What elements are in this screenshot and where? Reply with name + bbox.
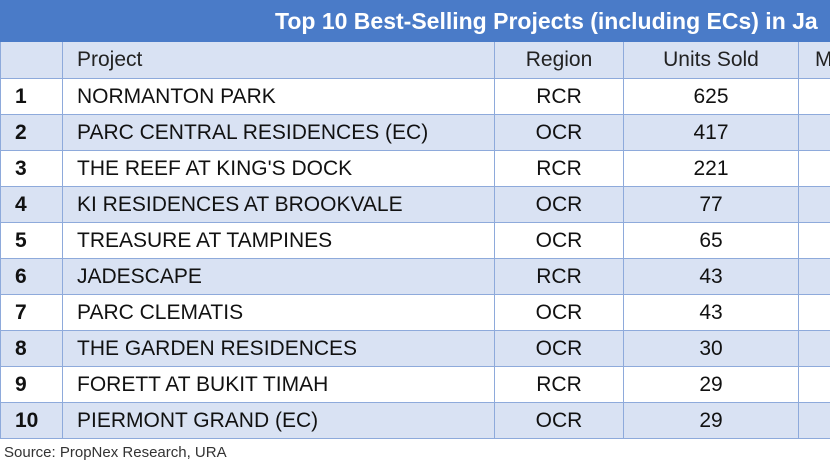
rank-cell: 6 (0, 258, 63, 295)
table-row: 2 PARC CENTRAL RESIDENCES (EC) OCR 417 (0, 114, 830, 151)
region-cell: RCR (494, 258, 624, 295)
project-cell: KI RESIDENCES AT BROOKVALE (62, 186, 495, 223)
project-cell: THE GARDEN RESIDENCES (62, 330, 495, 367)
table-title-bar: Top 10 Best-Selling Projects (including … (0, 0, 830, 42)
header-row: Project Region Units Sold M (0, 42, 830, 79)
table-title: Top 10 Best-Selling Projects (including … (275, 8, 818, 34)
rank-cell: 5 (0, 222, 63, 259)
region-cell: OCR (494, 222, 624, 259)
header-rank (0, 42, 63, 79)
extra-cell (798, 78, 830, 115)
extra-cell (798, 402, 830, 439)
rank-cell: 2 (0, 114, 63, 151)
region-cell: RCR (494, 366, 624, 403)
project-cell: TREASURE AT TAMPINES (62, 222, 495, 259)
region-cell: OCR (494, 330, 624, 367)
rank-cell: 8 (0, 330, 63, 367)
extra-cell (798, 258, 830, 295)
table-row: 1 NORMANTON PARK RCR 625 (0, 78, 830, 115)
table-row: 9 FORETT AT BUKIT TIMAH RCR 29 (0, 366, 830, 403)
table-row: 5 TREASURE AT TAMPINES OCR 65 (0, 222, 830, 259)
units-sold-cell: 77 (623, 186, 799, 223)
project-cell: PARC CENTRAL RESIDENCES (EC) (62, 114, 495, 151)
units-sold-cell: 65 (623, 222, 799, 259)
units-sold-cell: 43 (623, 294, 799, 331)
units-sold-cell: 221 (623, 150, 799, 187)
header-units-sold: Units Sold (623, 42, 799, 79)
project-cell: THE REEF AT KING'S DOCK (62, 150, 495, 187)
region-cell: OCR (494, 402, 624, 439)
units-sold-cell: 43 (623, 258, 799, 295)
table-row: 8 THE GARDEN RESIDENCES OCR 30 (0, 330, 830, 367)
rank-cell: 7 (0, 294, 63, 331)
table-row: 6 JADESCAPE RCR 43 (0, 258, 830, 295)
units-sold-cell: 30 (623, 330, 799, 367)
header-project: Project (62, 42, 495, 79)
rank-cell: 10 (0, 402, 63, 439)
extra-cell (798, 330, 830, 367)
extra-cell (798, 294, 830, 331)
units-sold-cell: 417 (623, 114, 799, 151)
rank-cell: 4 (0, 186, 63, 223)
rank-cell: 1 (0, 78, 63, 115)
extra-cell (798, 114, 830, 151)
project-cell: JADESCAPE (62, 258, 495, 295)
project-cell: PIERMONT GRAND (EC) (62, 402, 495, 439)
table-row: 10 PIERMONT GRAND (EC) OCR 29 (0, 402, 830, 439)
region-cell: RCR (494, 78, 624, 115)
extra-cell (798, 150, 830, 187)
project-cell: FORETT AT BUKIT TIMAH (62, 366, 495, 403)
extra-cell (798, 222, 830, 259)
region-cell: OCR (494, 294, 624, 331)
header-extra: M (798, 42, 830, 79)
units-sold-cell: 29 (623, 402, 799, 439)
extra-cell (798, 186, 830, 223)
project-cell: NORMANTON PARK (62, 78, 495, 115)
header-region: Region (494, 42, 624, 79)
table-row: 4 KI RESIDENCES AT BROOKVALE OCR 77 (0, 186, 830, 223)
source-note: Source: PropNex Research, URA (4, 444, 227, 461)
units-sold-cell: 29 (623, 366, 799, 403)
project-cell: PARC CLEMATIS (62, 294, 495, 331)
table-row: 3 THE REEF AT KING'S DOCK RCR 221 (0, 150, 830, 187)
rank-cell: 9 (0, 366, 63, 403)
table-row: 7 PARC CLEMATIS OCR 43 (0, 294, 830, 331)
units-sold-cell: 625 (623, 78, 799, 115)
extra-cell (798, 366, 830, 403)
region-cell: OCR (494, 186, 624, 223)
rank-cell: 3 (0, 150, 63, 187)
region-cell: RCR (494, 150, 624, 187)
region-cell: OCR (494, 114, 624, 151)
